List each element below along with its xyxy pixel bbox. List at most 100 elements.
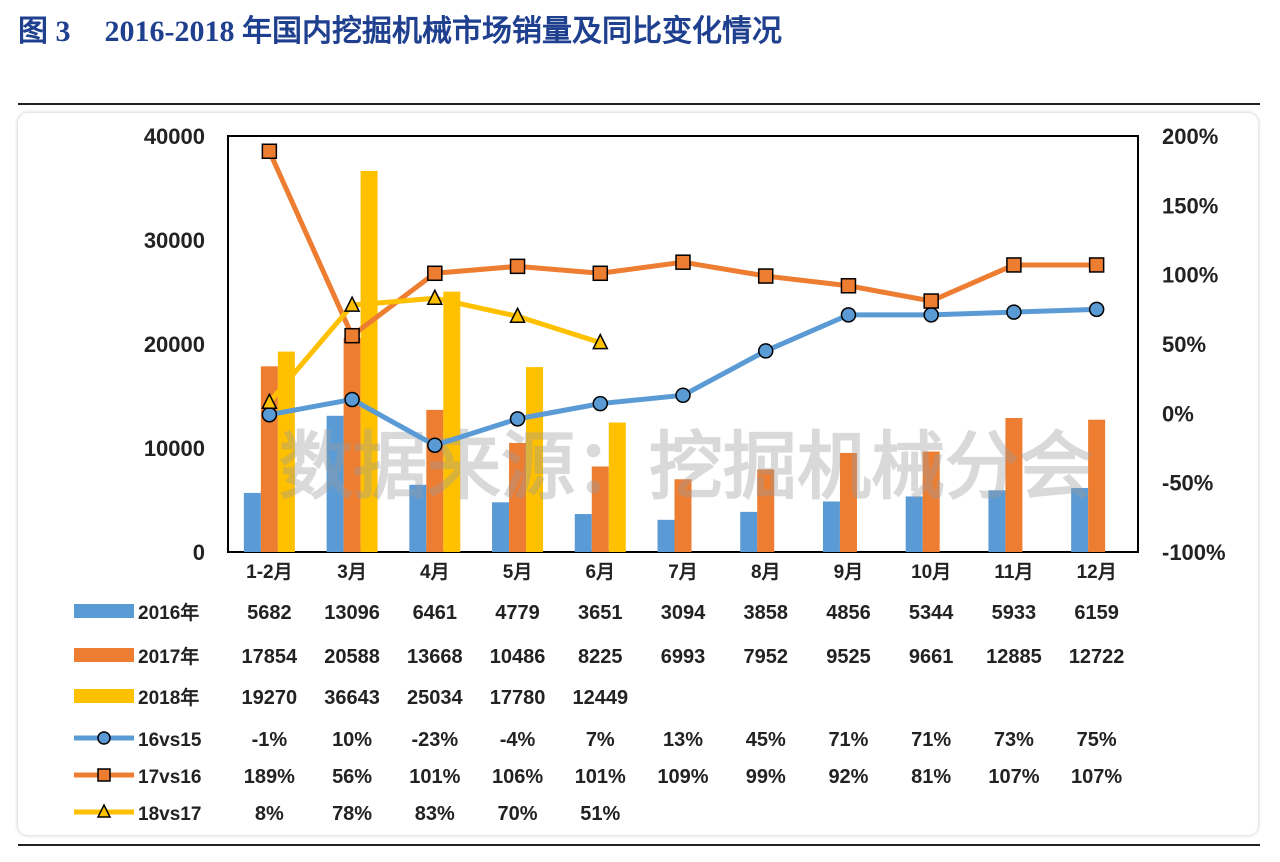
point-16vs15-9 xyxy=(1006,304,1022,320)
table-cell-16vs15-4: 7% xyxy=(586,729,615,751)
point-17vs16-8 xyxy=(923,293,939,309)
table-cell-2017-0: 17854 xyxy=(242,646,298,668)
y-left-tick-4: 40000 xyxy=(144,124,205,149)
table-cell-2016-1: 13096 xyxy=(324,602,380,624)
legend-marker-16vs15 xyxy=(97,731,111,745)
bar-2017-4 xyxy=(591,466,609,552)
table-cell-16vs15-1: 10% xyxy=(332,729,372,751)
x-tick-4: 6月 xyxy=(585,562,615,583)
bar-2016-2 xyxy=(409,484,427,552)
point-16vs15-5 xyxy=(675,387,691,404)
table-cell-17vs16-4: 101% xyxy=(575,766,626,788)
table-cell-2016-0: 5682 xyxy=(247,602,292,624)
bar-2017-10 xyxy=(1088,419,1106,552)
x-tick-10: 12月 xyxy=(1077,562,1117,583)
point-17vs16-2 xyxy=(427,265,443,282)
point-16vs15-4 xyxy=(592,395,609,412)
table-cell-16vs15-3: -4% xyxy=(500,729,536,751)
line-layer xyxy=(261,143,1105,453)
bar-2018-4 xyxy=(608,422,626,552)
watermark: 数据来源：挖掘机械分会 xyxy=(279,425,1093,508)
y-right-tick-6: 200% xyxy=(1162,124,1218,149)
point-17vs16-3 xyxy=(509,258,526,275)
table-cell-2016-5: 3094 xyxy=(661,602,706,624)
bar-2018-2 xyxy=(443,291,461,552)
legend-label-16vs15: 16vs15 xyxy=(138,730,202,751)
bar-2017-8 xyxy=(922,451,940,552)
table-cell-16vs15-10: 75% xyxy=(1077,729,1117,751)
point-16vs15-0 xyxy=(261,406,278,423)
x-tick-3: 5月 xyxy=(503,562,533,583)
point-16vs15-1 xyxy=(344,391,360,408)
table-cell-17vs16-9: 107% xyxy=(988,766,1039,788)
bar-2016-9 xyxy=(988,490,1006,552)
legend-label-2016: 2016年 xyxy=(138,601,199,624)
bar-2016-5 xyxy=(657,519,675,552)
table-cell-18vs17-1: 78% xyxy=(332,803,372,825)
watermark-layer: 数据来源：挖掘机械分会 xyxy=(279,425,1093,508)
y-right-tick-4: 100% xyxy=(1162,263,1218,288)
bar-2016-10 xyxy=(1071,487,1089,552)
point-16vs15-6 xyxy=(757,343,774,359)
table-cell-16vs15-7: 71% xyxy=(828,729,868,751)
table-cell-17vs16-7: 92% xyxy=(828,766,868,788)
bar-2017-9 xyxy=(1005,417,1023,552)
point-18vs17-1 xyxy=(343,295,361,312)
point-17vs16-1 xyxy=(344,327,360,344)
data-table: 2016年 5682 13096 6461 4779 3651 3094 3858 4856 53… xyxy=(74,601,1124,825)
x-tick-5: 7月 xyxy=(668,562,698,583)
table-cell-18vs17-3: 70% xyxy=(498,803,538,825)
table-cell-2016-4: 3651 xyxy=(578,602,623,624)
x-tick-2: 4月 xyxy=(420,562,450,583)
x-tick-1: 3月 xyxy=(337,562,367,583)
x-tick-6: 8月 xyxy=(751,562,781,583)
table-cell-17vs16-1: 56% xyxy=(332,766,372,788)
table-cell-16vs15-9: 73% xyxy=(994,729,1034,751)
y-right-tick-0: -100% xyxy=(1162,540,1226,565)
point-17vs16-5 xyxy=(675,254,691,270)
table-cell-16vs15-6: 45% xyxy=(746,729,786,751)
table-cell-2017-6: 7952 xyxy=(743,646,788,668)
table-cell-2017-9: 12885 xyxy=(986,646,1042,668)
axes-layer: 0 10000 20000 30000 40000 -100% -50% 0% 50% 100% 1… xyxy=(144,124,1226,583)
table-cell-2016-8: 5344 xyxy=(909,602,954,624)
figure-number: 图 3 xyxy=(18,15,71,48)
table-cell-2017-2: 13668 xyxy=(407,646,463,668)
point-17vs16-4 xyxy=(592,265,609,282)
table-cell-2016-10: 6159 xyxy=(1074,602,1119,624)
x-tick-0: 1-2月 xyxy=(246,562,292,583)
point-17vs16-10 xyxy=(1088,257,1105,273)
bottom-rule xyxy=(18,844,1260,846)
table-cell-17vs16-8: 81% xyxy=(911,766,951,788)
point-16vs15-2 xyxy=(427,437,443,453)
table-cell-17vs16-2: 101% xyxy=(409,766,460,788)
legend-swatch-2017 xyxy=(74,648,134,662)
table-cell-2016-9: 5933 xyxy=(992,602,1037,624)
bar-2017-1 xyxy=(343,337,361,552)
y-left-tick-0: 0 xyxy=(193,540,205,565)
table-cell-2016-7: 4856 xyxy=(826,602,871,624)
table-cell-2016-6: 3858 xyxy=(743,602,788,624)
table-cell-2018-0: 19270 xyxy=(242,687,298,709)
point-18vs17-4 xyxy=(592,332,609,350)
y-right-tick-1: -50% xyxy=(1162,471,1213,496)
table-cell-2018-2: 25034 xyxy=(407,687,463,709)
table-cell-2017-4: 8225 xyxy=(578,646,623,668)
bar-2017-3 xyxy=(509,442,527,552)
table-cell-2018-4: 12449 xyxy=(572,687,628,709)
table-cell-17vs16-5: 109% xyxy=(657,766,708,788)
table-cell-16vs15-0: -1% xyxy=(252,729,288,751)
table-cell-17vs16-0: 189% xyxy=(244,766,295,788)
table-cell-18vs17-4: 51% xyxy=(580,803,620,825)
table-cell-16vs15-2: -23% xyxy=(411,729,458,751)
legend-label-2018: 2018年 xyxy=(138,686,199,709)
y-right-tick-3: 50% xyxy=(1162,332,1206,357)
legend-swatch-2018 xyxy=(74,689,134,703)
table-cell-2017-5: 6993 xyxy=(661,646,706,668)
legend-marker-17vs16 xyxy=(97,768,111,782)
table-cell-2017-1: 20588 xyxy=(324,646,380,668)
bar-2017-5 xyxy=(674,479,692,552)
line-17vs16 xyxy=(267,150,1097,339)
y-left-tick-2: 20000 xyxy=(144,332,205,357)
